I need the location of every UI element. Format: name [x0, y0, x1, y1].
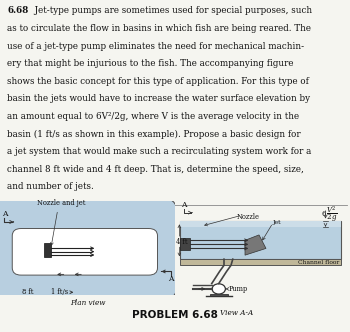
Bar	[210, 294, 228, 296]
Text: Pump: Pump	[228, 285, 248, 293]
Bar	[180, 221, 341, 259]
Text: 8 ft: 8 ft	[22, 288, 34, 296]
Text: a jet system that would make such a recirculating system work for a: a jet system that would make such a reci…	[7, 147, 312, 156]
Bar	[44, 243, 51, 257]
Text: basin the jets would have to increase the water surface elevation by: basin the jets would have to increase th…	[7, 94, 310, 103]
Circle shape	[212, 284, 225, 294]
Text: Nozzle: Nozzle	[237, 213, 260, 221]
Text: use of a jet-type pump eliminates the need for mechanical machin-: use of a jet-type pump eliminates the ne…	[7, 42, 304, 50]
Text: A: A	[168, 276, 173, 284]
FancyBboxPatch shape	[12, 228, 158, 275]
Bar	[180, 259, 341, 265]
Text: an amount equal to 6V²/2g, where V is the average velocity in the: an amount equal to 6V²/2g, where V is th…	[7, 112, 299, 121]
Text: Channel floor: Channel floor	[298, 260, 340, 265]
Text: View A-A: View A-A	[220, 308, 253, 316]
Bar	[180, 221, 341, 227]
Text: as to circulate the flow in basins in which fish are being reared. The: as to circulate the flow in basins in wh…	[7, 24, 311, 33]
Text: and number of jets.: and number of jets.	[7, 183, 94, 192]
Text: Jet: Jet	[272, 220, 281, 225]
Text: 1 ft/s: 1 ft/s	[51, 288, 68, 296]
Text: PROBLEM 6.68: PROBLEM 6.68	[132, 310, 218, 320]
Text: Plan view: Plan view	[70, 299, 105, 307]
Polygon shape	[245, 235, 266, 255]
Bar	[180, 238, 190, 250]
Text: basin (1 ft/s as shown in this example). Propose a basic design for: basin (1 ft/s as shown in this example).…	[7, 129, 301, 139]
Text: channel 8 ft wide and 4 ft deep. That is, determine the speed, size,: channel 8 ft wide and 4 ft deep. That is…	[7, 165, 304, 174]
Text: Nozzle and jet: Nozzle and jet	[37, 200, 85, 208]
Text: Jet-type pumps are sometimes used for special purposes, such: Jet-type pumps are sometimes used for sp…	[29, 6, 312, 15]
Text: 6.68: 6.68	[7, 6, 28, 15]
Text: $6\,\dfrac{V^{\!2}}{2g}$: $6\,\dfrac{V^{\!2}}{2g}$	[321, 205, 337, 225]
Text: A: A	[181, 201, 187, 209]
Text: A: A	[2, 210, 7, 218]
Text: ery that might be injurious to the fish. The accompanying figure: ery that might be injurious to the fish.…	[7, 59, 294, 68]
Text: shows the basic concept for this type of application. For this type of: shows the basic concept for this type of…	[7, 77, 309, 86]
FancyBboxPatch shape	[0, 198, 177, 300]
Text: 4 ft: 4 ft	[176, 238, 188, 246]
